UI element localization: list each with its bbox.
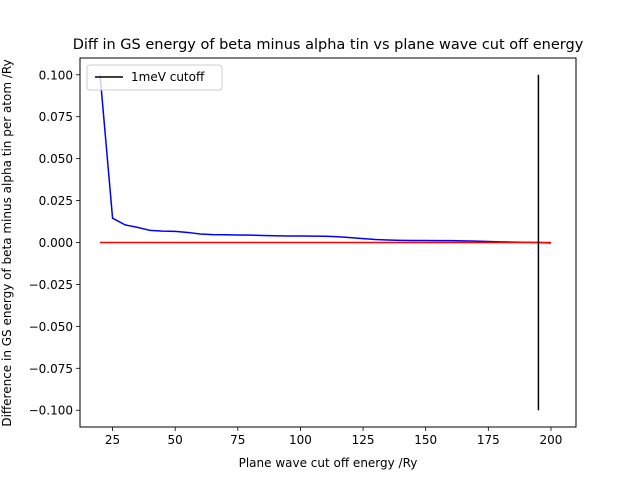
x-tick-label: 150	[414, 433, 437, 447]
y-tick-label: 0.050	[39, 152, 73, 166]
x-axis: 25 50 75 100 125 150 175 200	[105, 427, 562, 447]
y-axis: 0.100 0.075 0.050 0.025 0.000 −0.025 −0.050 −0.…	[29, 68, 80, 418]
x-tick-label: 125	[352, 433, 375, 447]
chart-title: Diff in GS energy of beta minus alpha ti…	[73, 37, 584, 53]
energy-difference-line	[99, 74, 551, 244]
y-tick-label: −0.025	[29, 278, 73, 292]
y-tick-label: −0.100	[29, 404, 73, 418]
y-tick-label: −0.050	[29, 320, 73, 334]
x-tick-label: 200	[539, 433, 562, 447]
legend-box	[86, 64, 223, 91]
x-axis-title: Plane wave cut off energy /Ry	[239, 456, 418, 470]
y-tick-label: 0.075	[39, 110, 73, 124]
y-tick-label: 0.000	[39, 236, 73, 250]
y-axis-title: Difference in GS energy of beta minus al…	[0, 59, 14, 426]
legend: 1meV cutoff	[86, 64, 223, 91]
x-tick-label: 100	[289, 433, 312, 447]
y-tick-label: 0.100	[39, 68, 73, 82]
x-tick-label: 50	[168, 433, 183, 447]
y-tick-label: −0.075	[29, 362, 73, 376]
plot-border	[79, 57, 577, 428]
y-tick-label: 0.025	[39, 194, 73, 208]
x-tick-label: 25	[105, 433, 120, 447]
legend-label-1mev-cutoff: 1meV cutoff	[131, 70, 205, 84]
x-tick-label: 175	[477, 433, 500, 447]
series-layer	[99, 74, 551, 411]
x-tick-label: 75	[230, 433, 245, 447]
